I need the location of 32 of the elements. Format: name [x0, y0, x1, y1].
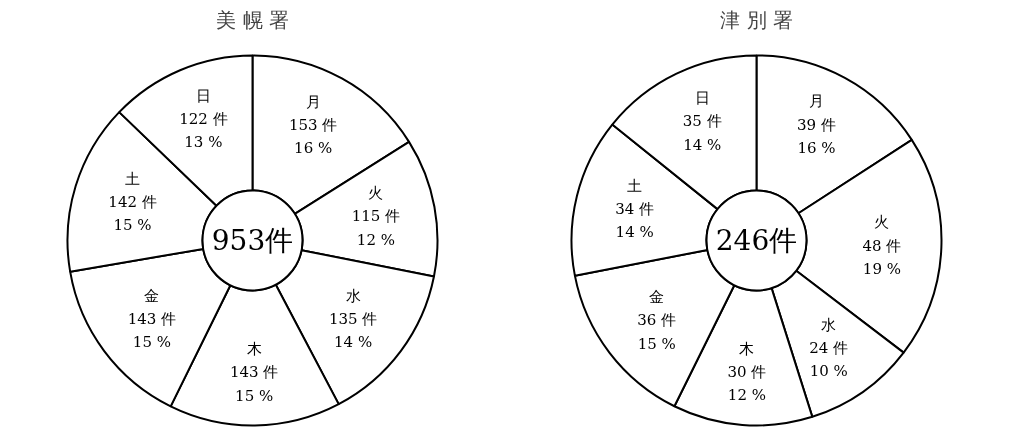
- slice-label: 土: [125, 169, 141, 188]
- slice-label: 火: [368, 184, 384, 203]
- slice-label: 日: [694, 89, 710, 108]
- chart-title: 美 幌 署: [216, 7, 289, 32]
- data-label: 135 件 14 %: [328, 310, 378, 352]
- data-label: 30 件 12 %: [727, 363, 767, 405]
- data-label: 34 件 14 %: [615, 199, 655, 241]
- data-label: 48 件 19 %: [862, 236, 902, 278]
- data-label: 36 件 15 %: [637, 311, 677, 353]
- data-label: 115 件 12 %: [351, 207, 401, 249]
- slice-label: 月: [808, 92, 824, 111]
- slice-label: 木: [739, 339, 755, 358]
- text: 953件: [211, 223, 294, 257]
- data-label: 24 件 10 %: [809, 339, 849, 381]
- data-label: 122 件 13 %: [179, 110, 228, 152]
- data-label: 39 件 16 %: [797, 115, 836, 157]
- slice-label: 日: [195, 86, 211, 105]
- data-label: 142 件 15 %: [108, 192, 157, 234]
- slice-label: 月: [305, 92, 321, 111]
- slice-label: 水: [821, 316, 837, 335]
- slice-label: 木: [246, 340, 262, 359]
- slice-label: 火: [874, 213, 890, 232]
- data-label: 143 件 15 %: [229, 363, 279, 405]
- data-label: 143 件 15 %: [127, 310, 177, 352]
- data-label: 153 件 16 %: [288, 115, 338, 158]
- slice-label: 金: [144, 287, 160, 306]
- data-label: 35 件 14 %: [682, 112, 722, 154]
- slice-label: 水: [345, 287, 361, 306]
- slice-label: 金: [649, 288, 665, 307]
- chart-title: 津 別 署: [720, 7, 793, 32]
- slice-label: 土: [627, 176, 643, 195]
- text: 246件: [715, 223, 798, 257]
